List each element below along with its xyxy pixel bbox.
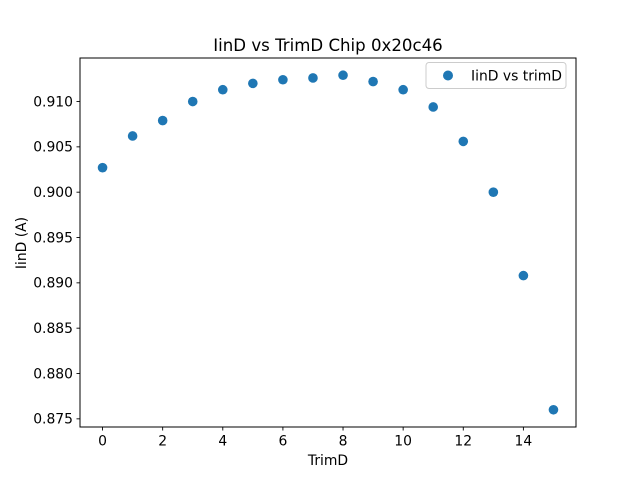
x-tick-label: 12 bbox=[454, 434, 472, 450]
scatter-points bbox=[97, 70, 559, 415]
data-point bbox=[518, 270, 529, 281]
legend: IinD vs trimD bbox=[425, 62, 567, 89]
data-point bbox=[428, 102, 439, 112]
legend-marker-icon bbox=[443, 70, 453, 81]
x-tick-label: 2 bbox=[158, 434, 167, 450]
data-point bbox=[157, 115, 168, 126]
x-tick-label: 4 bbox=[218, 434, 227, 450]
y-tick-label: 0.885 bbox=[33, 321, 73, 337]
data-point bbox=[398, 84, 408, 95]
x-tick-label: 0 bbox=[98, 434, 107, 450]
x-tick-label: 14 bbox=[515, 434, 533, 450]
y-tick-label: 0.900 bbox=[33, 185, 73, 201]
y-tick-label: 0.895 bbox=[33, 230, 73, 246]
data-point bbox=[187, 96, 198, 107]
data-point bbox=[458, 136, 469, 147]
data-point bbox=[127, 131, 138, 141]
y-tick-label: 0.880 bbox=[33, 366, 73, 382]
data-point bbox=[278, 74, 288, 85]
chart-title: IinD vs TrimD Chip 0x20c46 bbox=[213, 36, 442, 55]
y-tick-label: 0.910 bbox=[33, 94, 73, 110]
x-tick-label: 10 bbox=[394, 434, 412, 450]
plot-frame bbox=[79, 57, 577, 428]
data-point bbox=[548, 404, 559, 415]
legend-frame bbox=[425, 62, 567, 89]
y-tick-label: 0.890 bbox=[33, 276, 73, 292]
x-axis-ticks: 0 2 4 6 8 10 12 14 bbox=[98, 427, 532, 450]
y-tick-label: 0.875 bbox=[33, 412, 73, 428]
y-tick-label: 0.905 bbox=[33, 140, 73, 156]
y-axis-ticks: 0.875 0.880 0.885 0.890 0.895 0.900 0.905 0.910 bbox=[33, 94, 80, 428]
data-point bbox=[217, 84, 228, 95]
data-point bbox=[488, 187, 499, 197]
data-point bbox=[248, 78, 258, 89]
data-point bbox=[97, 162, 108, 173]
legend-label: IinD vs trimD bbox=[471, 68, 562, 84]
y-axis-label: IinD (A) bbox=[14, 217, 30, 269]
data-point bbox=[338, 70, 348, 81]
x-axis-label: TrimD bbox=[307, 453, 348, 469]
data-point bbox=[308, 73, 318, 83]
data-point bbox=[368, 76, 378, 87]
x-tick-label: 8 bbox=[339, 434, 348, 450]
x-tick-label: 6 bbox=[278, 434, 287, 450]
